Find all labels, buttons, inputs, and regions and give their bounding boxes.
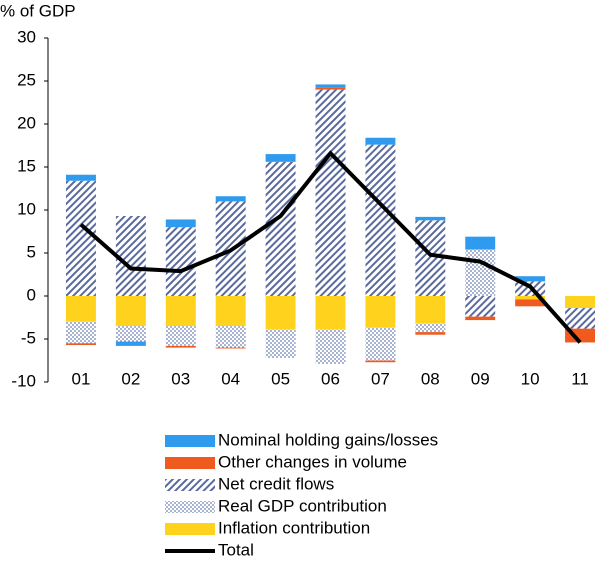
bar-segment <box>215 296 246 327</box>
bar-segment <box>465 296 496 317</box>
bar-segment <box>365 327 396 361</box>
bar-segment <box>265 154 296 162</box>
chart-title: % of GDP <box>0 1 76 20</box>
bar-segment <box>465 316 496 321</box>
bar-segment <box>415 216 446 221</box>
bar-segment <box>165 227 196 296</box>
y-tick-label: 15 <box>17 156 36 175</box>
y-tick-label: 25 <box>17 70 36 89</box>
x-tick-label: 01 <box>71 369 90 388</box>
y-tick-label: 5 <box>27 242 36 261</box>
y-tick-label: 0 <box>27 285 36 304</box>
legend-swatch <box>165 501 215 513</box>
bar-segment <box>115 296 146 327</box>
bar-segment <box>415 332 446 335</box>
bar-segment <box>265 161 296 296</box>
bar-segment <box>215 326 246 348</box>
x-tick-label: 08 <box>421 369 440 388</box>
x-tick-label: 11 <box>571 369 589 388</box>
bar-segment <box>415 296 446 324</box>
legend-label: Net credit flows <box>218 474 334 493</box>
x-tick-label: 09 <box>471 369 490 388</box>
y-tick-label: -5 <box>21 328 36 347</box>
bar-segment <box>315 87 346 90</box>
bar-segment <box>65 343 96 346</box>
bar-segment <box>115 216 146 296</box>
x-tick-label: 10 <box>521 369 540 388</box>
bar-segment <box>565 308 596 329</box>
y-tick-label: 30 <box>17 27 36 46</box>
bar-segment <box>465 249 496 296</box>
bar-segment <box>265 296 296 330</box>
legend-label: Nominal holding gains/losses <box>218 430 438 449</box>
legend-swatch <box>165 523 215 535</box>
bar-segment <box>465 236 496 250</box>
bar-segment <box>265 329 296 358</box>
bar-segment <box>365 360 396 363</box>
legend-swatch <box>165 479 215 491</box>
legend-swatch <box>165 435 215 447</box>
bar-segment <box>215 347 246 349</box>
bar-segment <box>165 219 196 228</box>
x-tick-label: 03 <box>171 369 190 388</box>
bar-segment <box>315 329 346 364</box>
bar-segment <box>315 296 346 330</box>
bar-segment <box>515 296 546 300</box>
legend-swatch <box>165 457 215 469</box>
legend-label: Real GDP contribution <box>218 496 387 515</box>
bar-segment <box>315 89 346 296</box>
bar-segment <box>65 174 96 181</box>
bar-segment <box>365 144 396 296</box>
total-line <box>79 150 582 344</box>
bar-segment <box>65 321 96 344</box>
x-tick-label: 06 <box>321 369 340 388</box>
bar-segment <box>215 196 246 202</box>
bar-segment <box>365 137 396 145</box>
bar-segment <box>115 326 146 342</box>
x-tick-label: 07 <box>371 369 390 388</box>
bar-segment <box>565 296 596 309</box>
legend-label: Other changes in volume <box>218 452 407 471</box>
bar-segment <box>165 296 196 327</box>
bar-segment <box>515 276 546 282</box>
legend-label: Inflation contribution <box>218 518 370 537</box>
y-tick-label: 20 <box>17 113 36 132</box>
y-tick-label: -10 <box>11 371 36 390</box>
bar-segment <box>115 341 146 346</box>
bar-segment <box>515 299 546 307</box>
bar-segment <box>365 296 396 328</box>
bar-segment <box>65 296 96 322</box>
legend-label: Total <box>218 540 254 559</box>
y-tick-label: 10 <box>17 199 36 218</box>
x-tick-label: 02 <box>121 369 140 388</box>
bar-segment <box>415 323 446 333</box>
bar-segment <box>165 326 196 346</box>
bar-segment <box>315 84 346 88</box>
bar-segment <box>415 220 446 296</box>
x-tick-label: 05 <box>271 369 290 388</box>
x-tick-label: 04 <box>221 369 240 388</box>
bar-segment <box>65 180 96 296</box>
bar-segment <box>165 345 196 348</box>
